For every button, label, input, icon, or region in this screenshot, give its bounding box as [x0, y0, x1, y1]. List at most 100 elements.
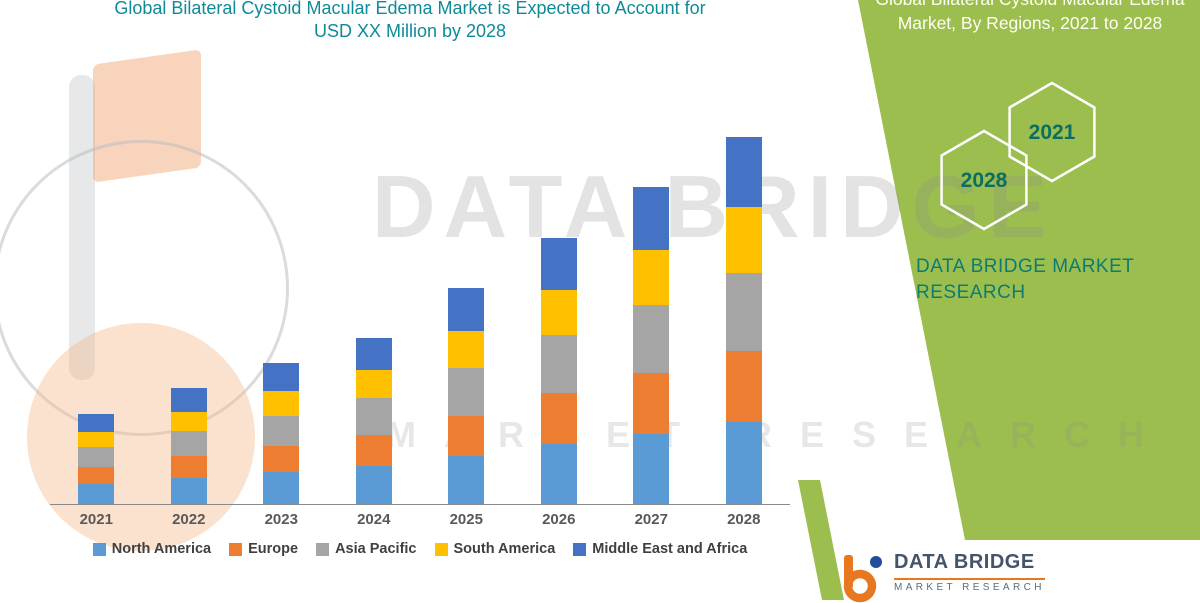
stacked-bar-2027 — [633, 187, 670, 504]
stacked-bar-2022 — [170, 388, 207, 504]
bar-segment-europe — [263, 445, 300, 472]
bar-column — [328, 133, 421, 504]
bar-segment-north-america — [448, 455, 485, 504]
watermark-logo-ring — [0, 140, 289, 436]
bar-segment-south-america — [448, 331, 485, 369]
bar-segment-middle-east-and-africa — [170, 388, 207, 412]
bar-segment-north-america — [540, 443, 577, 504]
bar-segment-middle-east-and-africa — [725, 137, 762, 208]
bar-column — [50, 133, 143, 504]
hexagon-year-front-label: 2021 — [1029, 121, 1076, 144]
stacked-bar-2021 — [78, 413, 115, 504]
bar-column — [513, 133, 606, 504]
year-hexagons: 2028 2021 — [940, 81, 1096, 231]
bar-column — [143, 133, 236, 504]
footer-logo-name: DATA BRIDGE — [894, 551, 1035, 573]
watermark-sub-text: MARKET RESEARCH — [386, 414, 1173, 455]
bar-segment-asia-pacific — [633, 304, 670, 374]
x-axis-label: 2026 — [542, 511, 576, 528]
bar-segment-europe — [78, 466, 115, 484]
watermark-logo-disc — [27, 323, 255, 551]
x-axis-label: 2021 — [79, 511, 113, 528]
legend-swatch — [92, 542, 106, 556]
side-panel-heading: Global Bilateral Cystoid Macular Edema M… — [875, 0, 1184, 33]
bar-segment-south-america — [170, 411, 207, 431]
x-axis-label: 2025 — [449, 511, 483, 528]
footer-logo: DATA BRIDGE MARKET RESEARCH — [836, 551, 1045, 603]
bar-segment-europe — [448, 415, 485, 456]
bar-segment-south-america — [633, 249, 670, 305]
bar-segment-middle-east-and-africa — [540, 237, 577, 290]
bar-segment-north-america — [263, 471, 300, 504]
bar-segment-north-america — [633, 433, 670, 504]
x-axis-label: 2024 — [357, 511, 391, 528]
bar-segment-middle-east-and-africa — [355, 338, 392, 371]
bar-segment-europe — [633, 373, 670, 434]
legend-item: Europe — [229, 541, 298, 557]
legend-item: South America — [434, 541, 556, 557]
bar-segment-north-america — [78, 483, 115, 504]
bar-segment-asia-pacific — [355, 398, 392, 435]
stacked-bar-2023 — [263, 363, 300, 504]
legend-label: North America — [111, 541, 212, 557]
bar-segment-asia-pacific — [263, 415, 300, 446]
legend-swatch — [229, 542, 243, 556]
x-axis-labels: 2021 2022 2023 2024 2025 2026 2027 2028 — [50, 511, 790, 528]
hexagon-2021 — [1008, 81, 1096, 183]
watermark-brand-text: DATA BRIDGE — [372, 157, 1055, 256]
bar-segment-asia-pacific — [78, 446, 115, 467]
bar-segment-asia-pacific — [540, 335, 577, 394]
bar-segment-north-america — [170, 477, 207, 504]
legend-item: Asia Pacific — [316, 541, 417, 557]
bar-segment-south-america — [540, 289, 577, 336]
bar-segment-europe — [540, 393, 577, 444]
bar-column — [605, 133, 698, 504]
bar-segment-middle-east-and-africa — [263, 363, 300, 392]
legend-swatch — [434, 542, 448, 556]
side-panel-brand-text: DATA BRIDGE MARKET RESEARCH — [916, 256, 1135, 303]
stacked-bar-2028 — [725, 137, 762, 504]
bar-segment-europe — [170, 455, 207, 478]
dbmr-logo-icon — [843, 555, 882, 603]
x-axis-label: 2027 — [634, 511, 668, 528]
x-axis-label: 2028 — [727, 511, 761, 528]
legend-swatch — [573, 542, 587, 556]
bar-segment-middle-east-and-africa — [78, 413, 115, 432]
bar-segment-europe — [725, 351, 762, 422]
bar-segment-south-america — [725, 207, 762, 273]
bar-segment-north-america — [355, 465, 392, 504]
legend-item: North America — [92, 541, 212, 557]
plot-area — [50, 133, 790, 505]
bar-segment-south-america — [263, 391, 300, 416]
bar-column — [698, 133, 791, 504]
chart-title: Global Bilateral Cystoid Macular Edema M… — [114, 0, 706, 41]
bar-segment-middle-east-and-africa — [448, 287, 485, 332]
bar-segment-europe — [355, 434, 392, 466]
x-axis-label: 2022 — [172, 511, 206, 528]
green-side-panel — [858, 0, 1200, 540]
footer-logo-text: DATA BRIDGE MARKET RESEARCH — [894, 551, 1045, 593]
legend-label: Asia Pacific — [335, 541, 417, 557]
bar-column — [420, 133, 513, 504]
legend-label: Middle East and Africa — [592, 541, 748, 557]
stacked-bar-2024 — [355, 338, 392, 504]
stacked-bar-2025 — [448, 287, 485, 504]
bar-column — [235, 133, 328, 504]
legend-item: Middle East and Africa — [573, 541, 747, 557]
x-axis-label: 2023 — [264, 511, 298, 528]
legend-label: Europe — [248, 541, 299, 557]
bar-segment-asia-pacific — [170, 430, 207, 456]
legend-label: South America — [453, 541, 556, 557]
bar-segment-south-america — [78, 431, 115, 447]
bar-segment-south-america — [355, 370, 392, 399]
chart-legend: North America Europe Asia Pacific South Ame… — [40, 541, 800, 557]
bar-segment-north-america — [725, 421, 762, 504]
stacked-bar-2026 — [540, 237, 577, 504]
hexagon-2028 — [940, 129, 1028, 231]
footer-logo-subtitle: MARKET RESEARCH — [894, 578, 1045, 593]
bar-segment-asia-pacific — [725, 272, 762, 352]
legend-swatch — [316, 542, 330, 556]
bar-segment-asia-pacific — [448, 368, 485, 416]
bar-segment-middle-east-and-africa — [633, 187, 670, 250]
